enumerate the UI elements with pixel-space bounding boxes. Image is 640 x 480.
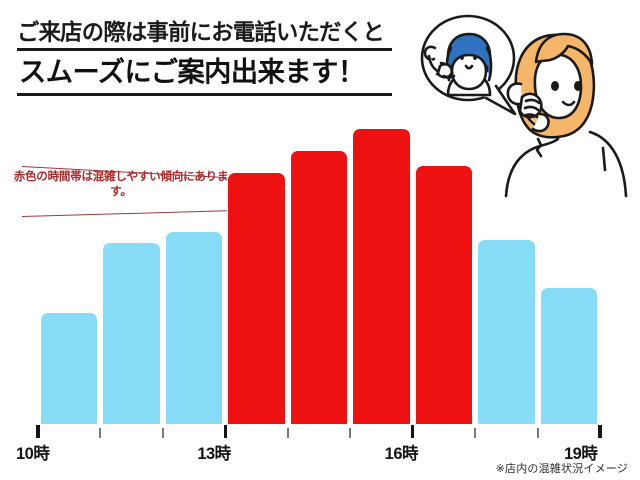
axis-tick-minor xyxy=(161,428,164,438)
bar xyxy=(540,287,597,424)
busy-time-annotation: 赤色の時間帯は混雑しやすい傾向にあります。 xyxy=(12,152,230,224)
headline-divider-top xyxy=(17,48,392,51)
bar xyxy=(478,239,535,424)
phone-call-illustration xyxy=(418,0,640,198)
axis-tick-label: 10時 xyxy=(16,445,50,463)
axis-tick-minor xyxy=(536,428,539,438)
axis-tick-minor xyxy=(349,428,352,438)
staff-figure xyxy=(423,32,493,97)
chart-footnote: ※店内の混雑状況イメージ xyxy=(495,463,628,475)
axis-tick-minor xyxy=(99,428,102,438)
bar xyxy=(41,313,98,424)
bar xyxy=(415,165,473,424)
bar xyxy=(290,151,348,424)
bar xyxy=(228,173,285,424)
headline-line-2: スムーズにご案内出来ます！ xyxy=(18,56,365,87)
caller-figure xyxy=(504,32,628,198)
axis-tick-major xyxy=(598,425,602,438)
headline-line-1: ご来店の際は事前にお電話いただくと xyxy=(17,20,385,45)
illustration-svg xyxy=(420,14,628,198)
axis-tick-label: 19時 xyxy=(564,445,598,463)
axis-tick-major xyxy=(36,425,40,438)
axis-tick-label: 16時 xyxy=(384,445,419,463)
bar xyxy=(353,129,410,424)
axis-tick-label: 13時 xyxy=(197,445,231,463)
annotation-text: 赤色の時間帯は混雑しやすい傾向にあります。 xyxy=(13,171,229,198)
axis-tick-minor xyxy=(474,428,477,438)
headline-divider-bottom xyxy=(17,93,392,96)
headline-block: ご来店の際は事前にお電話いただくと スムーズにご案内出来ます！ xyxy=(17,18,392,96)
axis-tick-minor xyxy=(286,428,289,438)
bar xyxy=(103,243,160,424)
axis-tick-major xyxy=(223,425,228,438)
axis-tick-major xyxy=(410,425,415,438)
bar xyxy=(165,232,223,424)
